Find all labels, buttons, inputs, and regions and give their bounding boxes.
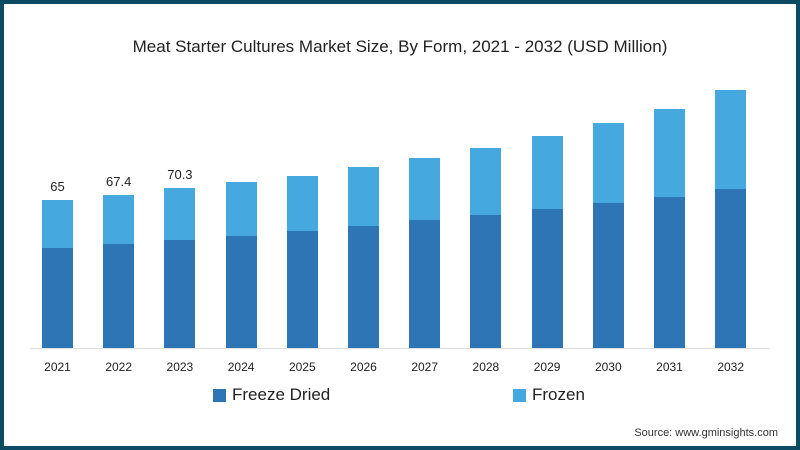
legend-label: Frozen: [532, 385, 585, 404]
segment-freeze-dried: [42, 248, 73, 348]
bar-2031: [654, 108, 685, 348]
x-tick-label: 2032: [717, 360, 745, 374]
segment-frozen: [470, 147, 502, 215]
bar-2027: [409, 157, 441, 348]
segment-frozen: [592, 123, 624, 203]
segment-freeze-dried: [164, 240, 196, 348]
segment-freeze-dried: [592, 202, 624, 348]
segment-frozen: [531, 136, 563, 209]
segment-freeze-dried: [103, 243, 135, 348]
x-tick-label: 2027: [411, 360, 439, 374]
bar-2030: [592, 123, 624, 348]
segment-frozen: [225, 182, 257, 236]
bar-2021: [42, 199, 73, 348]
x-tick-label: 2023: [166, 360, 194, 374]
segment-frozen: [715, 90, 747, 190]
bar-2024: [225, 182, 257, 348]
segment-freeze-dried: [286, 230, 318, 348]
freeze-dried-swatch-icon: [213, 388, 226, 402]
bar-2028: [470, 147, 502, 348]
segment-frozen: [286, 175, 318, 231]
source-note: Source: www.gminsights.com: [634, 427, 778, 439]
segment-frozen: [348, 166, 379, 226]
bar-2022: [103, 194, 135, 348]
segment-freeze-dried: [348, 225, 379, 348]
segment-freeze-dried: [715, 189, 747, 348]
segment-frozen: [42, 199, 73, 249]
legend-frozen: Frozen: [513, 385, 585, 405]
x-tick-label: 2022: [105, 360, 133, 374]
bar-2026: [348, 166, 379, 348]
x-tick-label: 2025: [288, 360, 316, 374]
x-tick-label: 2030: [594, 360, 622, 374]
segment-frozen: [164, 187, 196, 241]
segment-frozen: [409, 157, 441, 221]
x-tick-label: 2021: [44, 360, 71, 374]
segment-freeze-dried: [225, 235, 257, 348]
segment-freeze-dried: [409, 220, 441, 348]
bar-2023: [164, 187, 196, 348]
data-label: 67.4: [106, 173, 132, 189]
x-tick-label: 2028: [472, 360, 500, 374]
data-label: 65: [50, 178, 65, 194]
bar-2029: [531, 136, 563, 348]
data-label: 70.3: [167, 166, 193, 182]
segment-freeze-dried: [654, 196, 685, 348]
chart-title: Meat Starter Cultures Market Size, By Fo…: [132, 37, 668, 56]
segment-frozen: [654, 108, 685, 197]
x-axis-line: [30, 348, 770, 349]
segment-freeze-dried: [470, 215, 502, 348]
legend-label: Freeze Dried: [232, 385, 331, 404]
segment-frozen: [103, 194, 135, 244]
bar-2032: [715, 90, 747, 348]
bar-2025: [286, 175, 318, 348]
x-tick-label: 2024: [227, 360, 255, 374]
x-tick-label: 2026: [350, 360, 377, 374]
legend-freeze-dried: Freeze Dried: [213, 385, 330, 405]
segment-freeze-dried: [531, 208, 563, 348]
frozen-swatch-icon: [513, 388, 526, 402]
x-tick-label: 2029: [533, 360, 561, 374]
x-tick-label: 2031: [656, 360, 683, 374]
